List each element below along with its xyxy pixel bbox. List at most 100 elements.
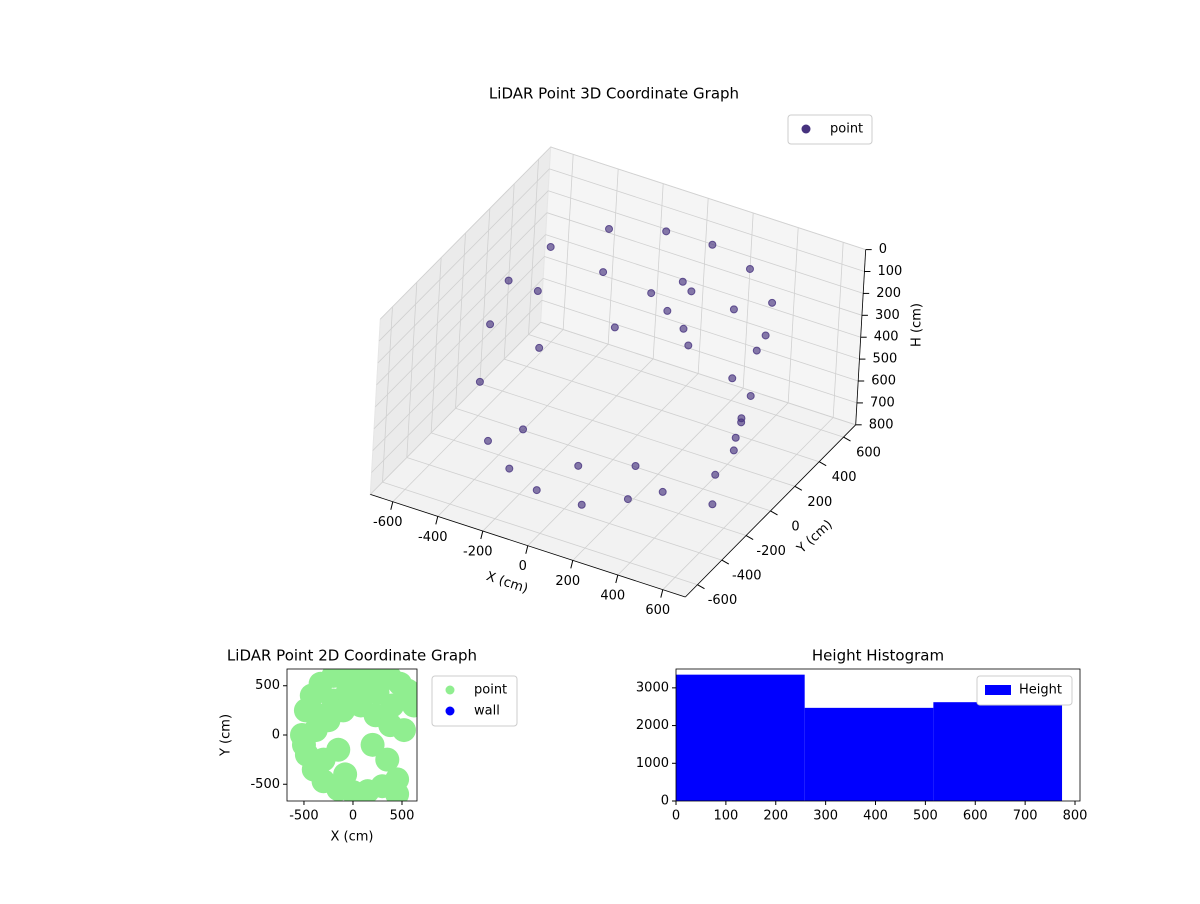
y-tick-label: 1000 bbox=[636, 756, 669, 771]
legend-marker bbox=[445, 706, 455, 716]
grid-line bbox=[378, 168, 550, 342]
legend-label: point bbox=[474, 683, 507, 698]
bar bbox=[804, 707, 934, 801]
y-axis-label: Y (cm) bbox=[794, 517, 836, 557]
legend-swatch bbox=[985, 685, 1011, 695]
grid-line bbox=[504, 358, 820, 463]
point bbox=[385, 782, 410, 801]
y-axis-label: Y (cm) bbox=[219, 714, 234, 757]
grid-line bbox=[370, 321, 541, 495]
legend-box bbox=[976, 675, 1073, 706]
x-tick-label: 100 bbox=[713, 809, 738, 824]
z-tick-label: 300 bbox=[875, 308, 900, 323]
point bbox=[728, 374, 737, 383]
y-tick-label: -600 bbox=[708, 593, 738, 608]
point bbox=[532, 486, 541, 495]
point bbox=[679, 324, 688, 333]
x-tick-label: 300 bbox=[813, 809, 838, 824]
x-tick-label: -500 bbox=[289, 809, 319, 824]
point bbox=[505, 464, 514, 473]
grid-line bbox=[528, 334, 844, 438]
z-tick-label: 500 bbox=[872, 352, 897, 367]
point bbox=[745, 264, 754, 273]
grid-line bbox=[380, 146, 551, 320]
point bbox=[375, 747, 400, 772]
point bbox=[662, 227, 671, 236]
grid-line bbox=[406, 457, 722, 561]
point bbox=[684, 341, 693, 350]
tick bbox=[390, 501, 394, 510]
x-tick-label: 0 bbox=[672, 809, 680, 824]
point bbox=[605, 224, 614, 233]
grid-line bbox=[540, 321, 856, 426]
z-tick-label: 0 bbox=[879, 242, 887, 257]
z-tick-label: 800 bbox=[869, 417, 894, 432]
bar bbox=[933, 702, 1063, 801]
grid-line bbox=[549, 168, 865, 272]
legend-label: wall bbox=[474, 704, 500, 719]
z-tick-label: 100 bbox=[877, 264, 902, 279]
point bbox=[391, 718, 416, 743]
y-tick-label: 0 bbox=[791, 519, 799, 534]
grid-line bbox=[455, 407, 771, 512]
point bbox=[577, 500, 586, 509]
y-tick-label: 600 bbox=[856, 446, 881, 461]
tick bbox=[843, 436, 851, 442]
point bbox=[504, 276, 513, 285]
point bbox=[599, 268, 608, 277]
legend-marker bbox=[801, 124, 811, 134]
legend-label: point bbox=[830, 122, 863, 137]
point bbox=[535, 343, 544, 352]
point bbox=[401, 693, 417, 718]
point bbox=[687, 287, 696, 296]
point bbox=[546, 242, 555, 251]
y-tick-label: 0 bbox=[661, 794, 669, 809]
tick bbox=[525, 545, 529, 554]
point bbox=[623, 495, 632, 504]
y-tick-label: 200 bbox=[807, 495, 832, 510]
grid-line bbox=[546, 212, 863, 316]
x-tick-label: 0 bbox=[519, 559, 527, 574]
grid-line bbox=[431, 432, 747, 536]
point bbox=[761, 331, 770, 340]
point bbox=[768, 298, 777, 307]
chart-title: LiDAR Point 2D Coordinate Graph bbox=[227, 647, 477, 665]
point bbox=[658, 487, 667, 496]
point bbox=[483, 436, 492, 445]
y-tick-label: 500 bbox=[255, 678, 280, 693]
tick bbox=[480, 530, 484, 540]
axis-line bbox=[685, 424, 856, 598]
grid-line bbox=[376, 212, 548, 386]
point bbox=[729, 446, 738, 455]
x-tick-label: 400 bbox=[863, 809, 888, 824]
tick bbox=[615, 574, 619, 584]
tick bbox=[794, 485, 803, 491]
point bbox=[731, 433, 740, 442]
x-tick-label: 200 bbox=[555, 574, 580, 589]
point bbox=[752, 346, 761, 355]
point bbox=[574, 461, 583, 470]
x-tick-label: 700 bbox=[1013, 809, 1038, 824]
grid-line bbox=[372, 278, 544, 451]
tick bbox=[818, 461, 827, 467]
legend-box bbox=[787, 114, 873, 145]
grid-line bbox=[373, 256, 545, 429]
point bbox=[519, 425, 528, 434]
x-axis-label: X (cm) bbox=[331, 830, 374, 845]
tick bbox=[660, 589, 664, 598]
grid-line bbox=[375, 234, 546, 408]
y-tick-label: -500 bbox=[250, 777, 280, 792]
z-tick-label: 700 bbox=[870, 395, 895, 410]
point bbox=[729, 305, 738, 314]
legend-marker bbox=[445, 685, 455, 695]
grid-line bbox=[545, 234, 861, 338]
y-tick-label: 3000 bbox=[636, 680, 669, 695]
x-tick-label: -400 bbox=[418, 530, 448, 545]
grid-line bbox=[548, 190, 864, 294]
tick bbox=[745, 535, 754, 540]
tick bbox=[435, 516, 439, 525]
point bbox=[333, 762, 358, 787]
x-tick-label: 500 bbox=[390, 809, 415, 824]
point bbox=[486, 320, 495, 329]
